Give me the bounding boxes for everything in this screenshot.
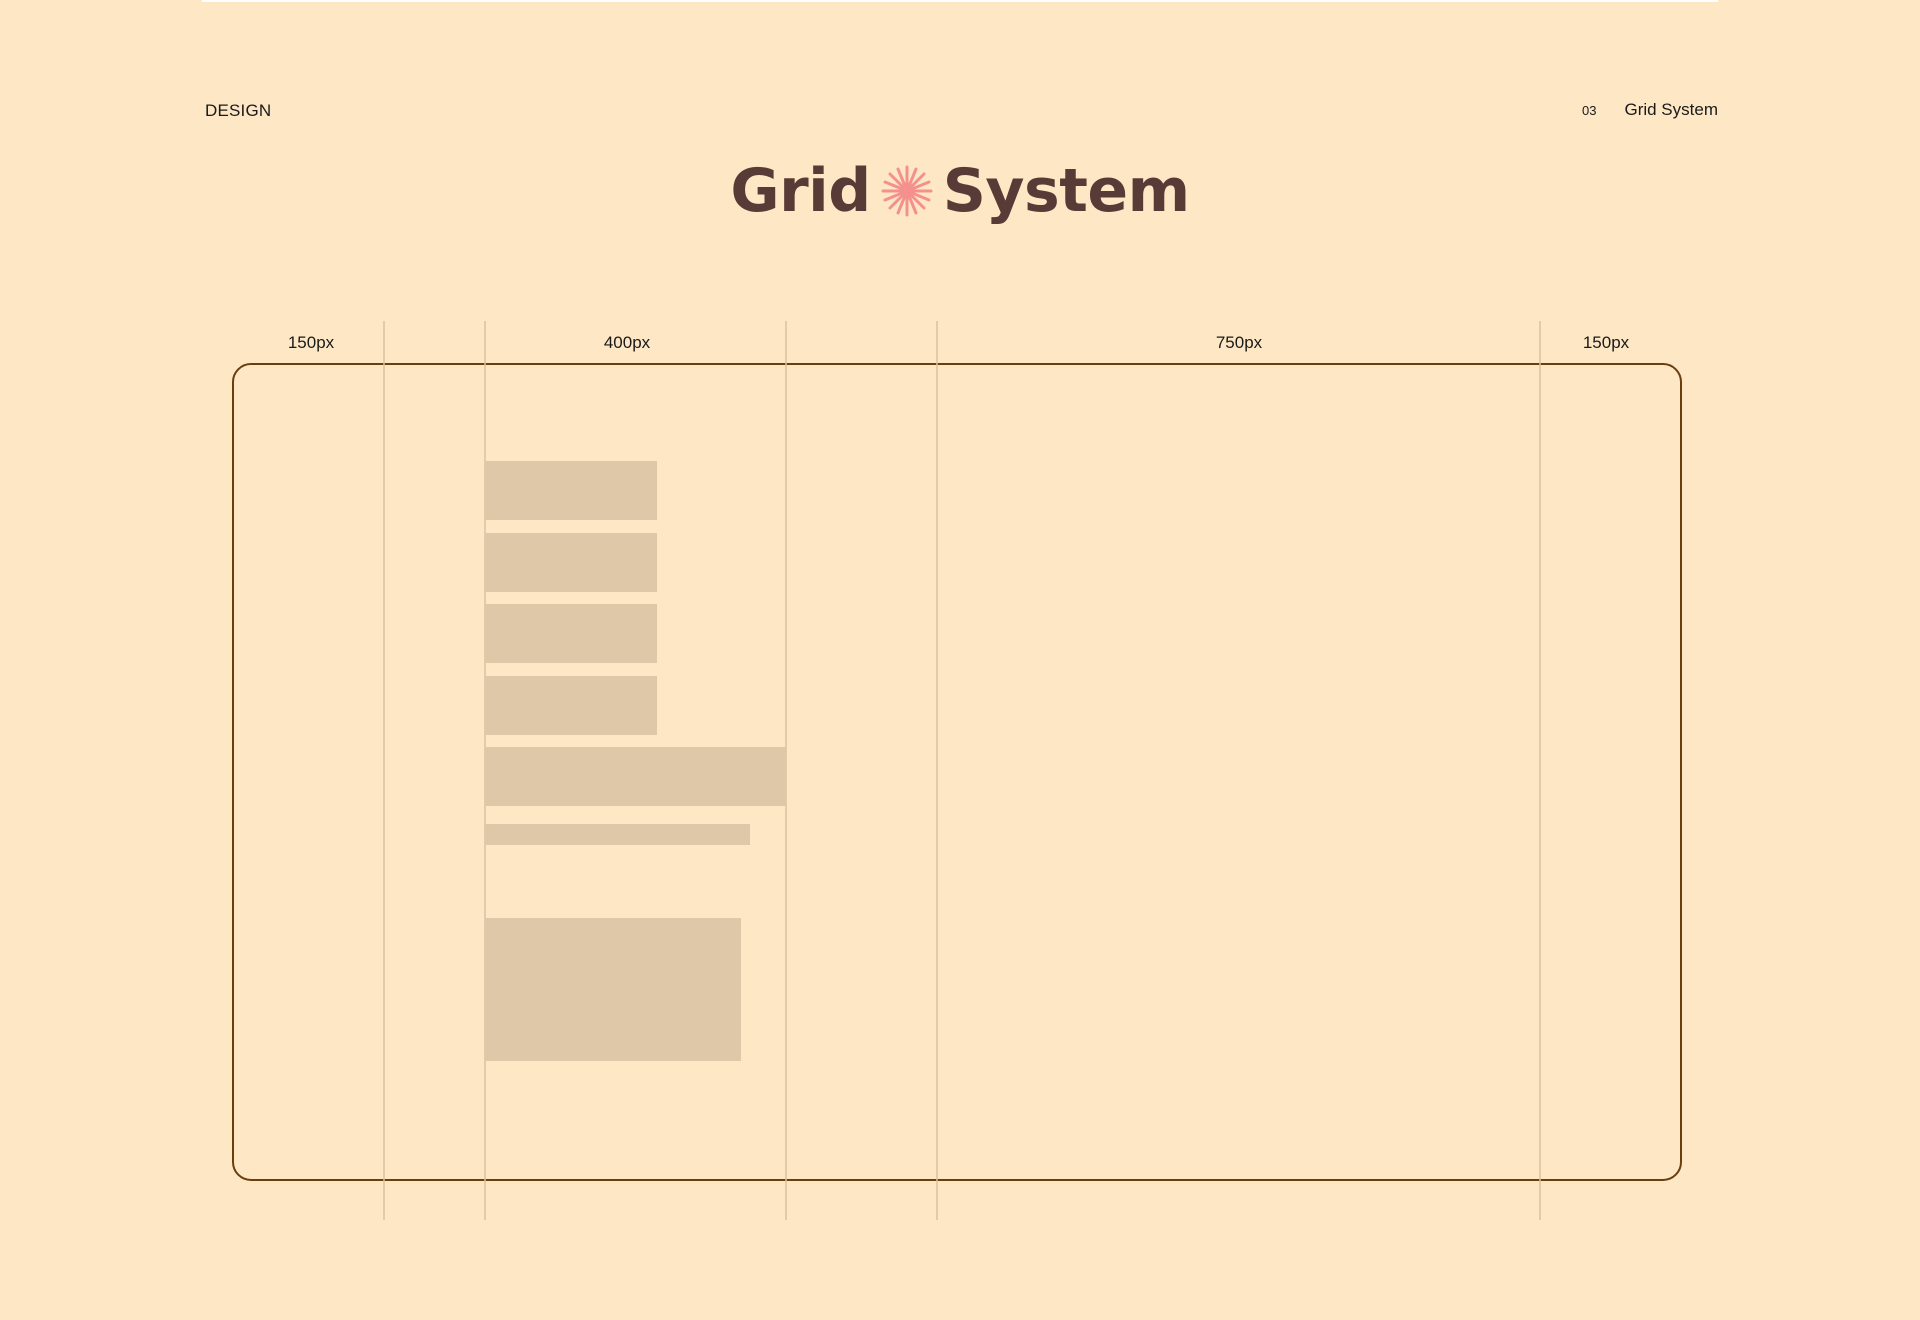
title-right-word: System <box>942 156 1190 226</box>
placeholder-block <box>485 533 657 592</box>
placeholder-block <box>485 604 657 663</box>
column-label: 150px <box>1583 333 1630 352</box>
placeholder-image <box>485 918 741 1061</box>
column-label: 400px <box>604 333 651 352</box>
page-number: 03 <box>1582 103 1597 118</box>
placeholder-block <box>485 747 786 806</box>
placeholder-line <box>485 824 750 845</box>
placeholder-block <box>485 676 657 735</box>
asterisk-icon <box>881 165 933 217</box>
placeholder-block <box>485 461 657 520</box>
top-rule <box>202 0 1718 2</box>
page-header-right: 03 Grid System <box>1582 100 1718 120</box>
page-name: Grid System <box>1624 100 1718 119</box>
section-label: DESIGN <box>205 101 272 120</box>
column-label: 150px <box>288 333 335 352</box>
column-label: 750px <box>1216 333 1263 352</box>
title-left-word: Grid <box>730 156 871 226</box>
page-title: Grid System <box>0 156 1920 226</box>
layout-frame <box>232 363 1682 1181</box>
